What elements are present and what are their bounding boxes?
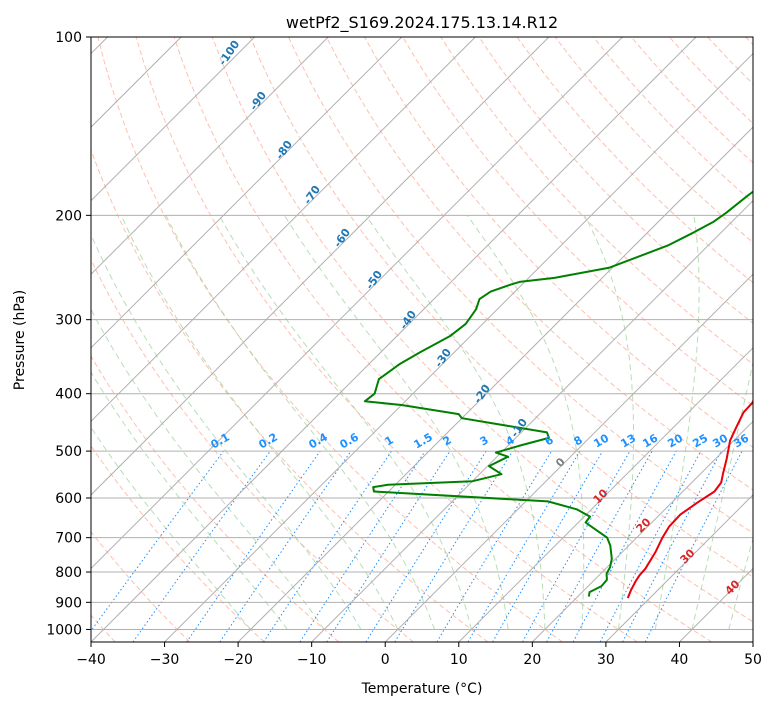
chart-title: wetPf2_S169.2024.175.13.14.R12 — [286, 13, 558, 33]
y-tick-label: 400 — [55, 387, 82, 403]
y-tick-label: 600 — [55, 491, 82, 507]
x-tick-label: 30 — [597, 652, 615, 668]
y-tick-label: 300 — [55, 313, 82, 329]
y-tick-label: 900 — [55, 595, 82, 611]
y-tick-label: 700 — [55, 531, 82, 547]
y-tick-label: 500 — [55, 444, 82, 460]
x-tick-label: −20 — [223, 652, 253, 668]
x-axis-label: Temperature (°C) — [361, 681, 483, 697]
y-axis-label: Pressure (hPa) — [12, 290, 28, 390]
x-tick-label: 50 — [744, 652, 762, 668]
x-tick-label: −10 — [297, 652, 327, 668]
y-tick-label: 200 — [55, 208, 82, 224]
isotherm-line — [753, 37, 775, 642]
x-tick-label: 20 — [523, 652, 541, 668]
y-tick-label: 100 — [55, 30, 82, 46]
y-tick-label: 1000 — [46, 622, 82, 638]
x-tick-label: 0 — [381, 652, 390, 668]
x-tick-label: −40 — [76, 652, 106, 668]
x-tick-label: −30 — [150, 652, 180, 668]
x-tick-label: 40 — [671, 652, 689, 668]
plot-background — [91, 37, 753, 642]
x-tick-label: 10 — [450, 652, 468, 668]
y-tick-label: 800 — [55, 565, 82, 581]
